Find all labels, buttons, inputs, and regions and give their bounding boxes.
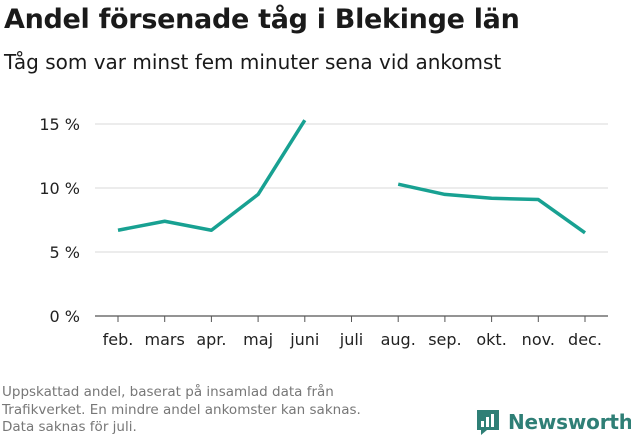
y-tick-label: 15 %: [39, 115, 80, 134]
chart-subtitle: Tåg som var minst fem minuter sena vid a…: [4, 50, 502, 74]
x-tick-label: maj: [243, 330, 273, 349]
x-tick-label: sep.: [428, 330, 461, 349]
y-tick-label: 0 %: [50, 307, 80, 326]
footnote-line: Data saknas för juli.: [2, 419, 137, 435]
x-axis-ticks: feb. mars apr. maj juni juli aug. sep. okt. nov. d…: [103, 316, 602, 349]
brand-name: Newsworthy: [508, 410, 631, 434]
footnote: Uppskattad andel, baserat på insamlad da…: [2, 384, 432, 437]
newsworthy-logo-icon: [477, 410, 499, 435]
x-tick-label: nov.: [522, 330, 555, 349]
footnote-line: Uppskattad andel, baserat på insamlad da…: [2, 384, 334, 400]
footnote-line: Trafikverket. En mindre andel ankomster …: [2, 401, 361, 418]
y-tick-label: 5 %: [50, 243, 80, 262]
series-lines: [117, 119, 587, 235]
x-tick-label: okt.: [476, 330, 506, 349]
y-axis-ticks: 0 % 5 % 10 % 15 %: [39, 115, 80, 326]
x-tick-label: apr.: [196, 330, 226, 349]
x-tick-label: aug.: [381, 330, 416, 349]
series-line: [397, 182, 587, 235]
y-tick-label: 10 %: [39, 179, 80, 198]
line-chart: 0 % 5 % 10 % 15 % feb. mars apr. maj juni juli au…: [39, 115, 608, 349]
grid-lines: [95, 123, 608, 317]
x-tick-label: dec.: [568, 330, 602, 349]
series-line: [117, 119, 307, 232]
chart-title: Andel försenade tåg i Blekinge län: [4, 4, 520, 35]
x-tick-label: feb.: [103, 330, 134, 349]
x-tick-label: juni: [289, 330, 319, 349]
brand-logo: Newsworthy: [475, 408, 631, 436]
x-tick-label: mars: [145, 330, 185, 349]
x-tick-label: juli: [339, 330, 363, 349]
